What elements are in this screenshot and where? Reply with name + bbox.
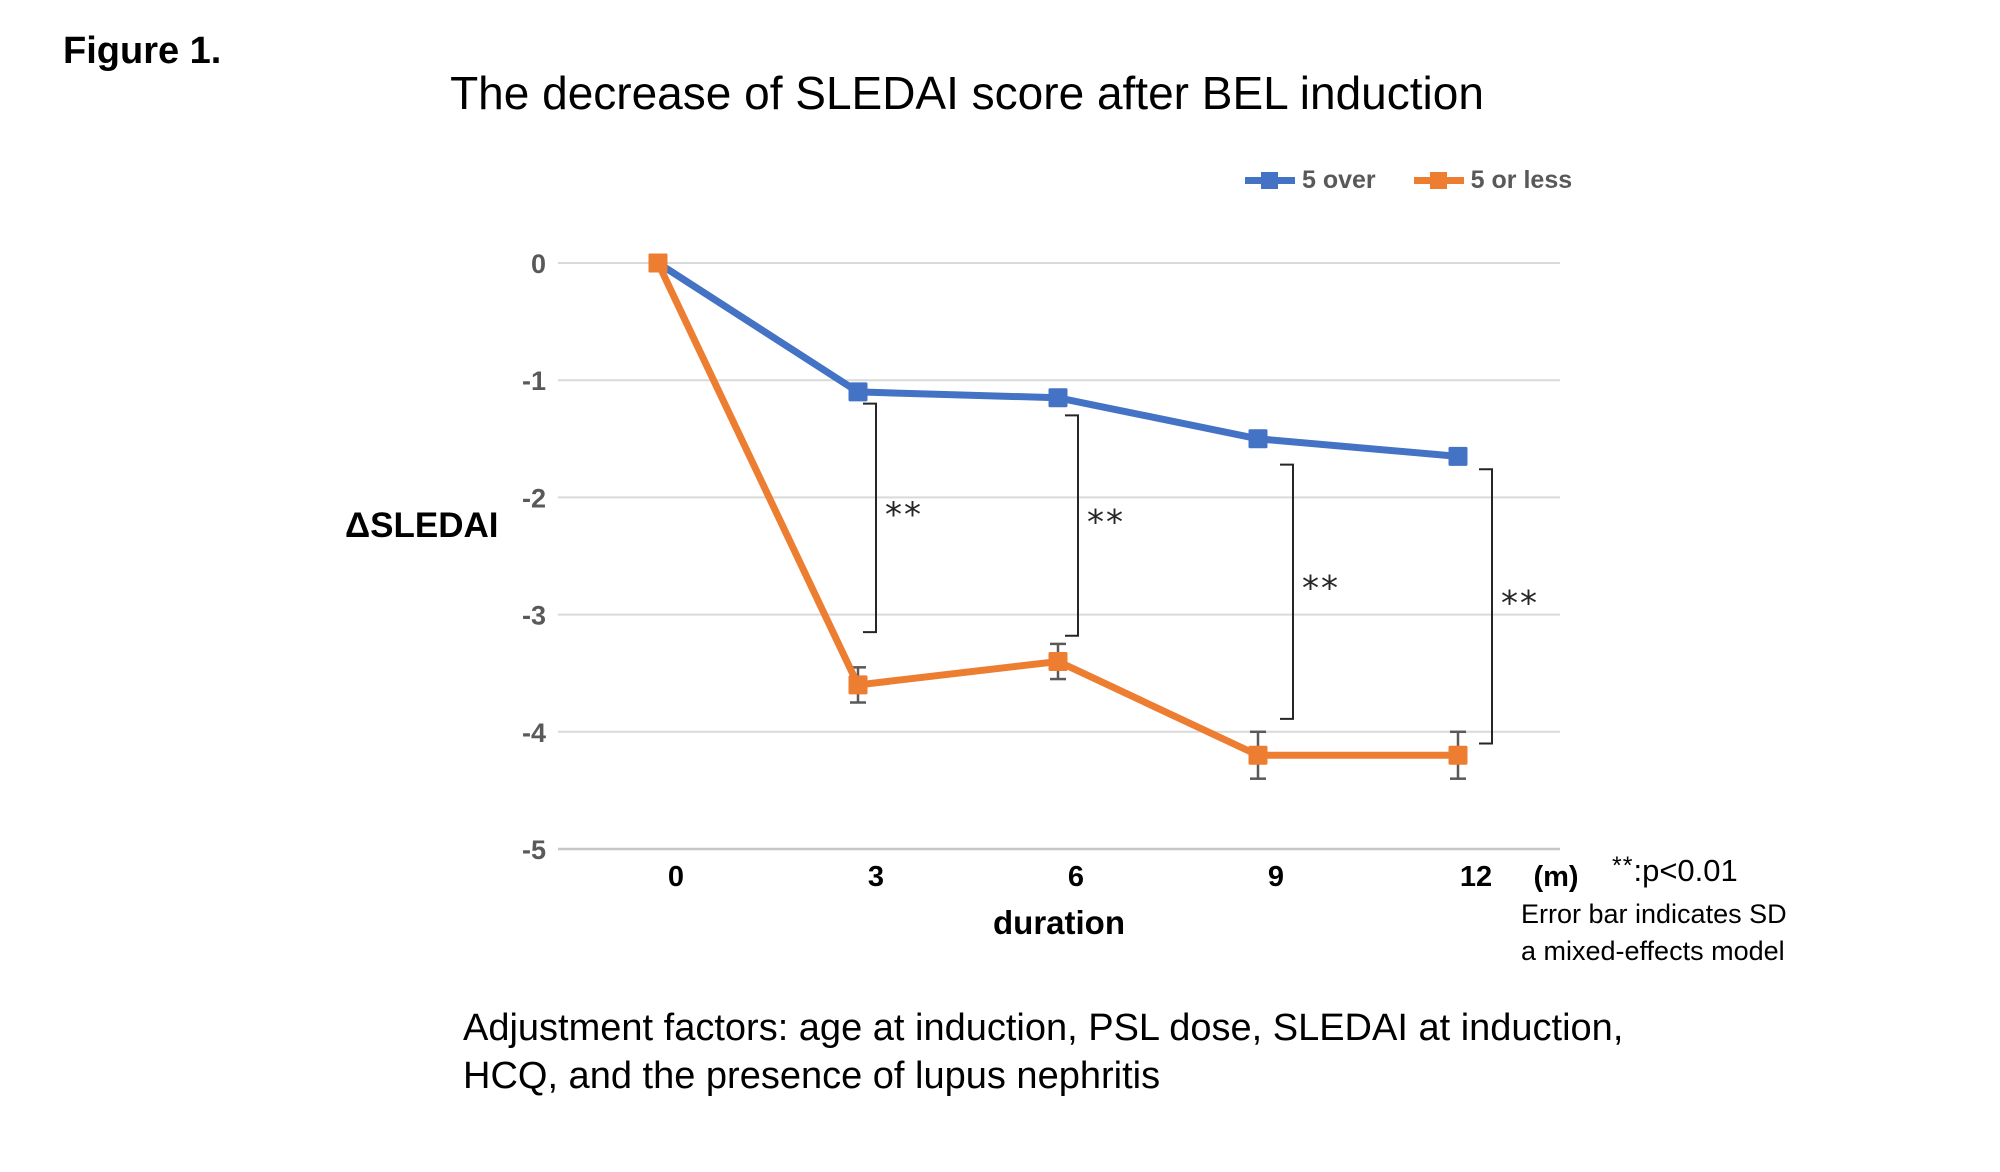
chart-title: The decrease of SLEDAI score after BEL i… bbox=[450, 67, 1484, 119]
data-point-marker bbox=[1048, 651, 1068, 671]
significance-bracket bbox=[1280, 463, 1294, 720]
y-tick-label: -4 bbox=[522, 718, 546, 748]
significance-marks: ** bbox=[1612, 852, 1634, 880]
legend: 5 over 5 or less bbox=[1245, 166, 1572, 195]
legend-item-5-over: 5 over bbox=[1245, 166, 1376, 195]
data-point-marker bbox=[1448, 745, 1468, 765]
x-tick-label: 0 bbox=[668, 861, 684, 893]
y-axis-label: ΔSLEDAI bbox=[345, 506, 499, 545]
model-note: a mixed-effects model bbox=[1521, 936, 1785, 966]
data-point-marker bbox=[848, 675, 868, 695]
adjustment-factors-line2: HCQ, and the presence of lupus nephritis bbox=[463, 1055, 1161, 1097]
data-point-marker bbox=[1248, 745, 1268, 765]
series-line bbox=[654, 259, 1462, 460]
significance-bracket bbox=[1479, 468, 1493, 745]
adjustment-factors-line1: Adjustment factors: age at induction, PS… bbox=[463, 1007, 1624, 1049]
significance-label: ** bbox=[1501, 583, 1539, 623]
series-5-or-less bbox=[648, 253, 1468, 780]
legend-marker-blue-icon bbox=[1245, 172, 1295, 189]
x-tick-label: 9 bbox=[1268, 861, 1284, 893]
legend-marker-orange-icon bbox=[1413, 172, 1464, 189]
data-point-marker bbox=[1448, 446, 1468, 466]
method-note: Error bar indicates SD a mixed-effects m… bbox=[1521, 896, 1787, 970]
adjustment-factors-note: Adjustment factors: age at induction, PS… bbox=[463, 1004, 1623, 1100]
p-value-text: :p<0.01 bbox=[1633, 853, 1738, 888]
significance-label: ** bbox=[1302, 569, 1340, 609]
y-tick-label: -5 bbox=[522, 835, 546, 865]
data-point-marker bbox=[1248, 429, 1268, 449]
figure-label: Figure 1. bbox=[63, 30, 222, 72]
y-tick-label: -2 bbox=[522, 483, 546, 513]
significance-label: ** bbox=[1087, 503, 1125, 543]
p-value-note: **:p<0.01 bbox=[1612, 852, 1738, 889]
x-tick-label: 12 bbox=[1460, 861, 1492, 893]
significance-bracket bbox=[1065, 414, 1079, 637]
legend-item-label: 5 over bbox=[1302, 166, 1376, 194]
x-tick-label: 6 bbox=[1068, 861, 1084, 893]
significance-bracket bbox=[863, 402, 877, 634]
error-bar-note: Error bar indicates SD bbox=[1521, 899, 1787, 929]
data-point-marker bbox=[1048, 388, 1068, 408]
legend-item-label: 5 or less bbox=[1470, 166, 1573, 194]
legend-item-5-or-less: 5 or less bbox=[1413, 166, 1573, 195]
y-tick-label: 0 bbox=[531, 249, 546, 279]
y-tick-label: -3 bbox=[522, 601, 546, 631]
data-point-marker bbox=[648, 253, 668, 273]
data-point-marker bbox=[848, 382, 868, 402]
x-axis-label: duration bbox=[993, 904, 1125, 941]
y-tick-label: -1 bbox=[522, 366, 546, 396]
x-tick-label: 3 bbox=[868, 861, 884, 893]
x-axis-unit-label: (m) bbox=[1533, 861, 1578, 893]
series-5-over bbox=[648, 253, 1468, 466]
significance-label: ** bbox=[885, 495, 923, 535]
